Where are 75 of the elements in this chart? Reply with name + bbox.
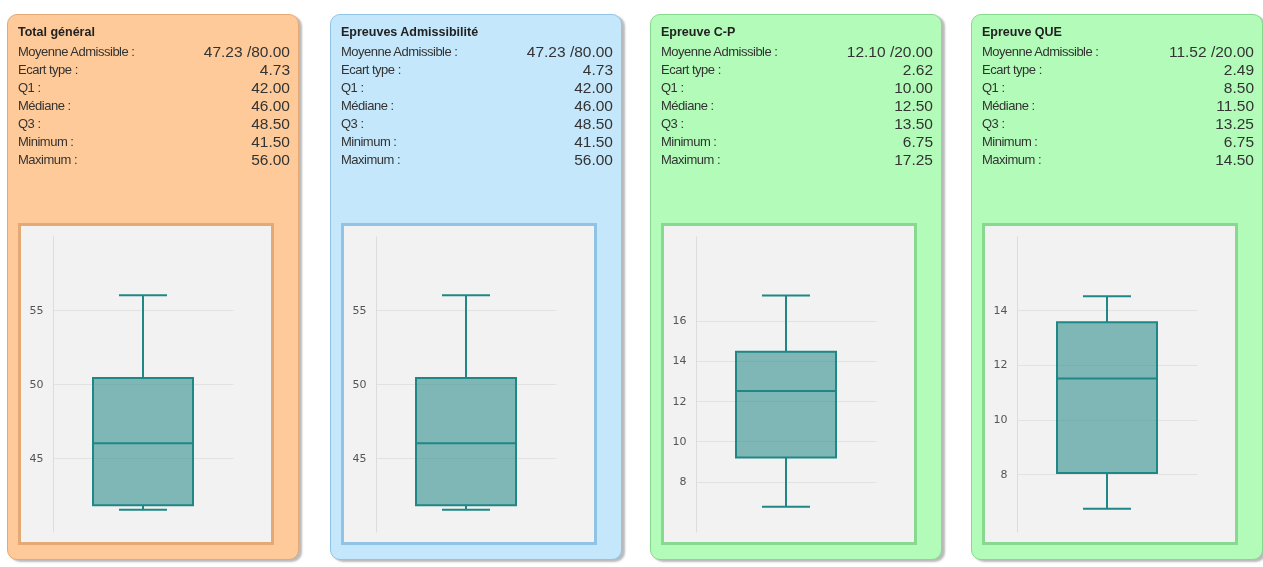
text: Médiane : <box>18 97 72 115</box>
y-tick-label: 10 <box>993 413 1008 427</box>
y-tick-label: 45 <box>352 451 367 465</box>
y-tick-label: 16 <box>672 314 687 328</box>
text: 47.23 /80.00 <box>203 43 290 61</box>
text: 48.50 <box>250 115 290 133</box>
text: 8.50 <box>1222 79 1254 97</box>
text: Maximum : <box>341 151 402 169</box>
text: Minimum : <box>982 133 1039 151</box>
text: Minimum : <box>661 133 718 151</box>
text: 11.52 /20.00 <box>1168 43 1254 61</box>
y-tick-label: 55 <box>29 303 44 317</box>
y-tick-label: 50 <box>352 377 367 391</box>
text: Ecart type : <box>18 61 79 79</box>
text: 2.62 <box>901 61 933 79</box>
chart-title: Total général <box>18 25 96 39</box>
y-tick-label: 50 <box>29 377 44 391</box>
text: Médiane : <box>661 97 715 115</box>
text: Moyenne Admissible : <box>661 43 779 61</box>
y-tick-label: 45 <box>29 451 44 465</box>
text: 13.50 <box>893 115 933 133</box>
y-tick-label: 55 <box>352 303 367 317</box>
text: Maximum : <box>661 151 722 169</box>
chart-title: Epreuve QUE <box>982 25 1063 39</box>
text: 11.50 <box>1215 97 1254 115</box>
text: Ecart type : <box>982 61 1043 79</box>
chart-title: Epreuve C-P <box>661 25 737 39</box>
text: Q3 : <box>661 115 685 133</box>
chart-title: Epreuves Admissibilité <box>341 25 480 39</box>
text: Q1 : <box>982 79 1006 97</box>
y-tick-label: 8 <box>1000 467 1008 481</box>
text: 47.23 /80.00 <box>526 43 613 61</box>
text: Minimum : <box>18 133 75 151</box>
text: 14.50 <box>1214 151 1254 169</box>
text: 48.50 <box>573 115 613 133</box>
text: 10.00 <box>893 79 933 97</box>
text: Q1 : <box>341 79 365 97</box>
text: 6.75 <box>1222 133 1254 151</box>
text: 12.50 <box>893 97 933 115</box>
text: Q3 : <box>341 115 365 133</box>
y-tick-label: 10 <box>672 434 687 448</box>
text: 12.10 /20.00 <box>846 43 933 61</box>
text: Moyenne Admissible : <box>18 43 136 61</box>
text: 13.25 <box>1214 115 1254 133</box>
text: 6.75 <box>901 133 933 151</box>
text: 56.00 <box>573 151 613 169</box>
text: 4.73 <box>581 61 613 79</box>
text: 17.25 <box>893 151 933 169</box>
text: Ecart type : <box>661 61 722 79</box>
text: Moyenne Admissible : <box>982 43 1100 61</box>
text: Q3 : <box>982 115 1006 133</box>
text: Maximum : <box>18 151 79 169</box>
text: Médiane : <box>341 97 395 115</box>
text: Q3 : <box>18 115 42 133</box>
y-tick-label: 14 <box>672 354 687 368</box>
text: 42.00 <box>573 79 613 97</box>
y-tick-label: 12 <box>993 358 1008 372</box>
y-tick-label: 8 <box>679 475 687 489</box>
text: 41.50 <box>250 133 290 151</box>
y-tick-label: 12 <box>672 394 687 408</box>
text: 4.73 <box>258 61 290 79</box>
text: 56.00 <box>250 151 290 169</box>
text: 46.00 <box>250 97 290 115</box>
text: Maximum : <box>982 151 1043 169</box>
text: 41.50 <box>573 133 613 151</box>
text: 46.00 <box>573 97 613 115</box>
text: Q1 : <box>661 79 685 97</box>
text: Minimum : <box>341 133 398 151</box>
text: 42.00 <box>250 79 290 97</box>
text: Ecart type : <box>341 61 402 79</box>
text: Q1 : <box>18 79 42 97</box>
text: Moyenne Admissible : <box>341 43 459 61</box>
text: Médiane : <box>982 97 1036 115</box>
text: 2.49 <box>1222 61 1254 79</box>
y-tick-label: 14 <box>993 303 1008 317</box>
